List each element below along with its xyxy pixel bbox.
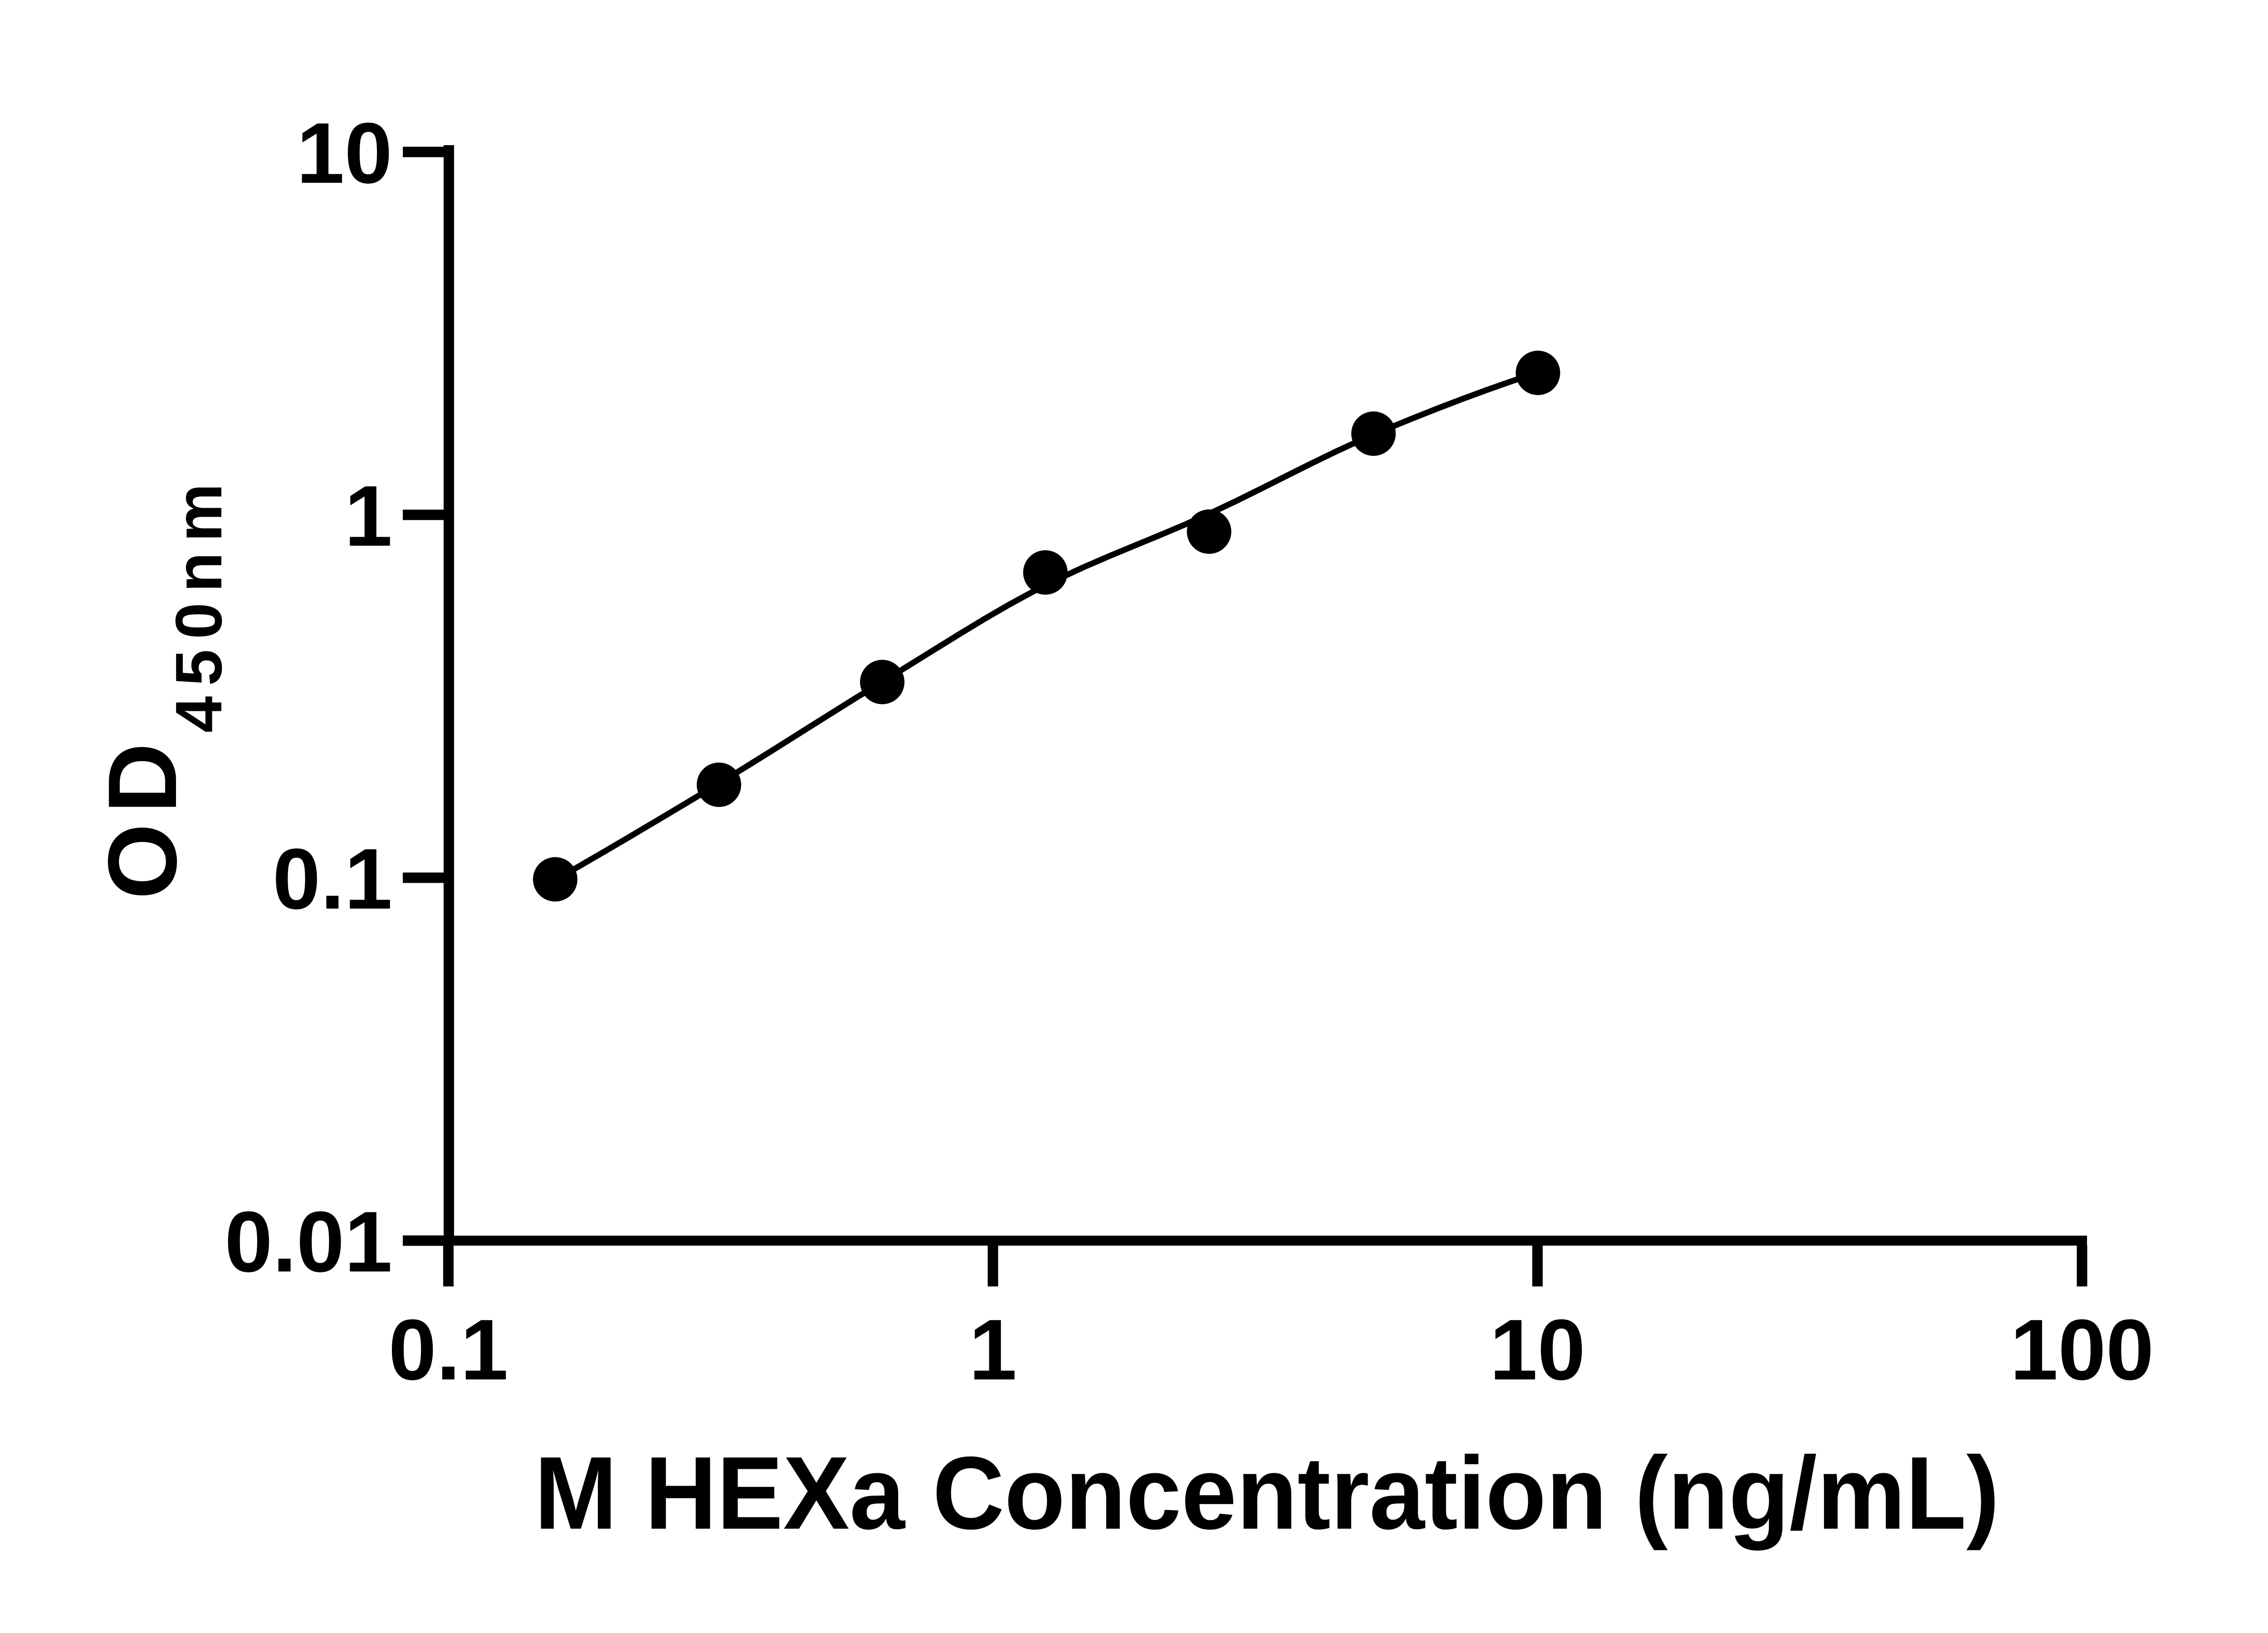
svg-text:1: 1	[344, 468, 392, 564]
svg-text:1: 1	[969, 1302, 1017, 1398]
svg-text:0.1: 0.1	[388, 1302, 508, 1398]
svg-text:0.01: 0.01	[225, 1194, 392, 1290]
svg-text:M HEXa Concentration (ng/mL): M HEXa Concentration (ng/mL)	[534, 1436, 1999, 1551]
svg-text:10: 10	[297, 105, 392, 201]
svg-text:10: 10	[1490, 1302, 1585, 1398]
svg-text:100: 100	[2010, 1302, 2154, 1398]
svg-text:0.1: 0.1	[273, 831, 392, 927]
